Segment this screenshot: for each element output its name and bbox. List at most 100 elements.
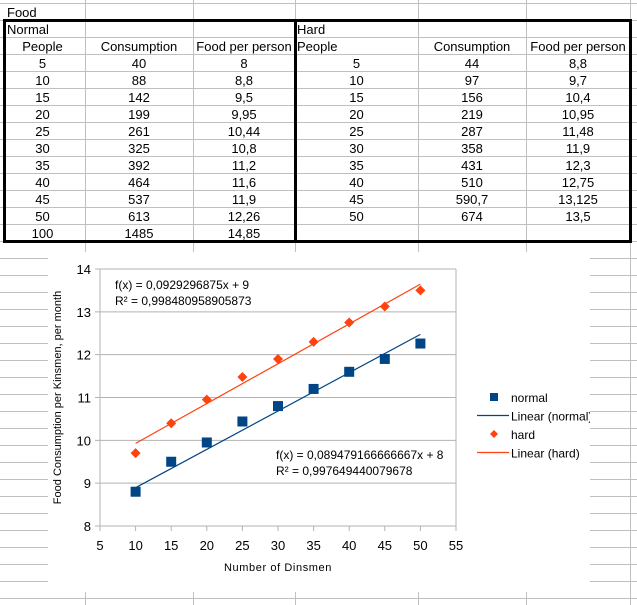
hard-cell[interactable]: 30	[349, 141, 364, 156]
legend-label: Linear (hard)	[511, 447, 580, 461]
normal-cell[interactable]: 15	[35, 90, 50, 105]
hard-cell[interactable]: 219	[461, 107, 483, 122]
normal-cell[interactable]: 40	[131, 56, 147, 71]
normal-cell[interactable]: 464	[128, 175, 150, 190]
normal-cell[interactable]: 10	[35, 73, 50, 88]
legend-label: normal	[511, 391, 548, 405]
normal-cell[interactable]: 45	[35, 192, 50, 207]
hard-cell[interactable]: 50	[349, 209, 364, 224]
legend-marker-normal	[490, 393, 498, 401]
data-point-normal	[415, 338, 426, 349]
data-point-normal	[273, 401, 283, 412]
normal-header[interactable]: Consumption	[100, 39, 178, 54]
hard-cell[interactable]: 11,9	[565, 141, 591, 156]
normal-cell[interactable]: 11,9	[231, 192, 257, 207]
hard-cell[interactable]: 15	[349, 90, 364, 105]
normal-cell[interactable]: 10,44	[227, 124, 261, 139]
hard-cell[interactable]: 590,7	[455, 192, 489, 207]
normal-cell[interactable]: 12,26	[227, 209, 261, 224]
chart[interactable]: 8 9 10 11 12 13 14 5 10 15 20 25 30 35 40 45 50 55 Number …	[48, 252, 592, 592]
normal-cell[interactable]: 20	[35, 107, 50, 122]
y-tick-label: 12	[77, 348, 91, 363]
normal-header[interactable]: People	[22, 39, 63, 54]
x-tick-label: 15	[164, 538, 178, 553]
hard-table-border	[294, 19, 632, 243]
legend-marker-hard	[490, 430, 498, 438]
data-point-hard	[166, 418, 177, 429]
hard-cell[interactable]: 431	[461, 158, 483, 173]
normal-cell[interactable]: 325	[128, 141, 150, 156]
normal-cell[interactable]: 40	[35, 175, 50, 190]
normal-cell[interactable]: 50	[35, 209, 50, 224]
normal-cell[interactable]: 261	[128, 124, 150, 139]
y-tick-label: 11	[78, 391, 92, 406]
hard-cell[interactable]: 5	[352, 56, 361, 71]
hard-cell[interactable]: 44	[464, 56, 480, 71]
hard-cell[interactable]: 10,4	[565, 90, 591, 105]
normal-cell[interactable]: 11,6	[231, 175, 257, 190]
data-point-hard	[344, 317, 355, 328]
normal-cell[interactable]: 8	[240, 56, 248, 71]
hard-header[interactable]: Consumption	[433, 39, 511, 54]
hard-cell[interactable]: 358	[461, 141, 483, 156]
r2-normal: R² = 0,997649440079678	[276, 464, 413, 478]
hard-cell[interactable]: 11,48	[562, 124, 594, 139]
data-point-normal	[201, 437, 212, 448]
hard-cell[interactable]: 97	[464, 73, 480, 88]
normal-cell[interactable]: 5	[38, 56, 47, 71]
normal-cell[interactable]: 142	[128, 90, 150, 105]
data-point-hard	[415, 285, 426, 296]
data-point-normal	[130, 486, 141, 497]
hard-cell[interactable]: 510	[461, 175, 483, 190]
legend-label: Linear (normal)	[511, 410, 590, 424]
normal-cell[interactable]: 9,5	[234, 90, 254, 105]
column-divider	[630, 0, 631, 605]
hard-cell[interactable]: 40	[349, 175, 364, 190]
hard-cell[interactable]: 12,75	[561, 175, 595, 190]
sheet-title[interactable]: Food	[7, 5, 37, 20]
normal-cell[interactable]: 9,95	[231, 107, 257, 122]
normal-cell[interactable]: 100	[31, 226, 54, 241]
hard-cell[interactable]: 10	[349, 73, 364, 88]
normal-cell[interactable]: 30	[35, 141, 50, 156]
y-tick-label: 9	[84, 476, 91, 491]
r2-hard: R² = 0,998480958905873	[115, 294, 252, 308]
normal-header[interactable]: Food per person	[196, 39, 292, 54]
normal-cell[interactable]: 88	[131, 73, 147, 88]
hard-cell[interactable]: 20	[349, 107, 364, 122]
hard-header[interactable]: People	[297, 39, 338, 54]
normal-cell[interactable]: 392	[128, 158, 150, 173]
normal-label[interactable]: Normal	[7, 22, 49, 37]
hard-cell[interactable]: 156	[461, 90, 483, 105]
normal-cell[interactable]: 14,85	[227, 226, 261, 241]
normal-cell[interactable]: 35	[35, 158, 50, 173]
hard-cell[interactable]: 45	[349, 192, 364, 207]
data-point-normal	[237, 416, 248, 427]
x-axis-title: Number of Dinsmen	[224, 562, 332, 574]
x-tick-label: 40	[342, 538, 356, 553]
hard-cell[interactable]: 9,7	[568, 73, 588, 88]
normal-cell[interactable]: 1485	[124, 226, 154, 241]
hard-cell[interactable]: 13,5	[565, 209, 591, 224]
normal-cell[interactable]: 199	[128, 107, 150, 122]
data-point-hard	[273, 353, 283, 364]
normal-cell[interactable]: 613	[128, 209, 150, 224]
normal-cell[interactable]: 10,8	[231, 141, 257, 156]
hard-cell[interactable]: 12,3	[565, 158, 591, 173]
normal-cell[interactable]: 11,2	[231, 158, 257, 173]
hard-cell[interactable]: 8,8	[568, 56, 588, 71]
normal-cell[interactable]: 537	[128, 192, 150, 207]
normal-cell[interactable]: 8,8	[234, 73, 254, 88]
hard-header[interactable]: Food per person	[530, 39, 626, 54]
hard-label[interactable]: Hard	[297, 22, 326, 37]
hard-cell[interactable]: 25	[349, 124, 364, 139]
data-point-hard	[130, 448, 141, 459]
hard-cell[interactable]: 10,95	[561, 107, 595, 122]
x-tick-label: 20	[200, 538, 214, 553]
normal-cell[interactable]: 25	[35, 124, 50, 139]
hard-cell[interactable]: 13,125	[558, 192, 598, 207]
y-tick-label: 14	[77, 262, 91, 277]
hard-cell[interactable]: 35	[349, 158, 364, 173]
hard-cell[interactable]: 674	[461, 209, 483, 224]
hard-cell[interactable]: 287	[461, 124, 483, 139]
